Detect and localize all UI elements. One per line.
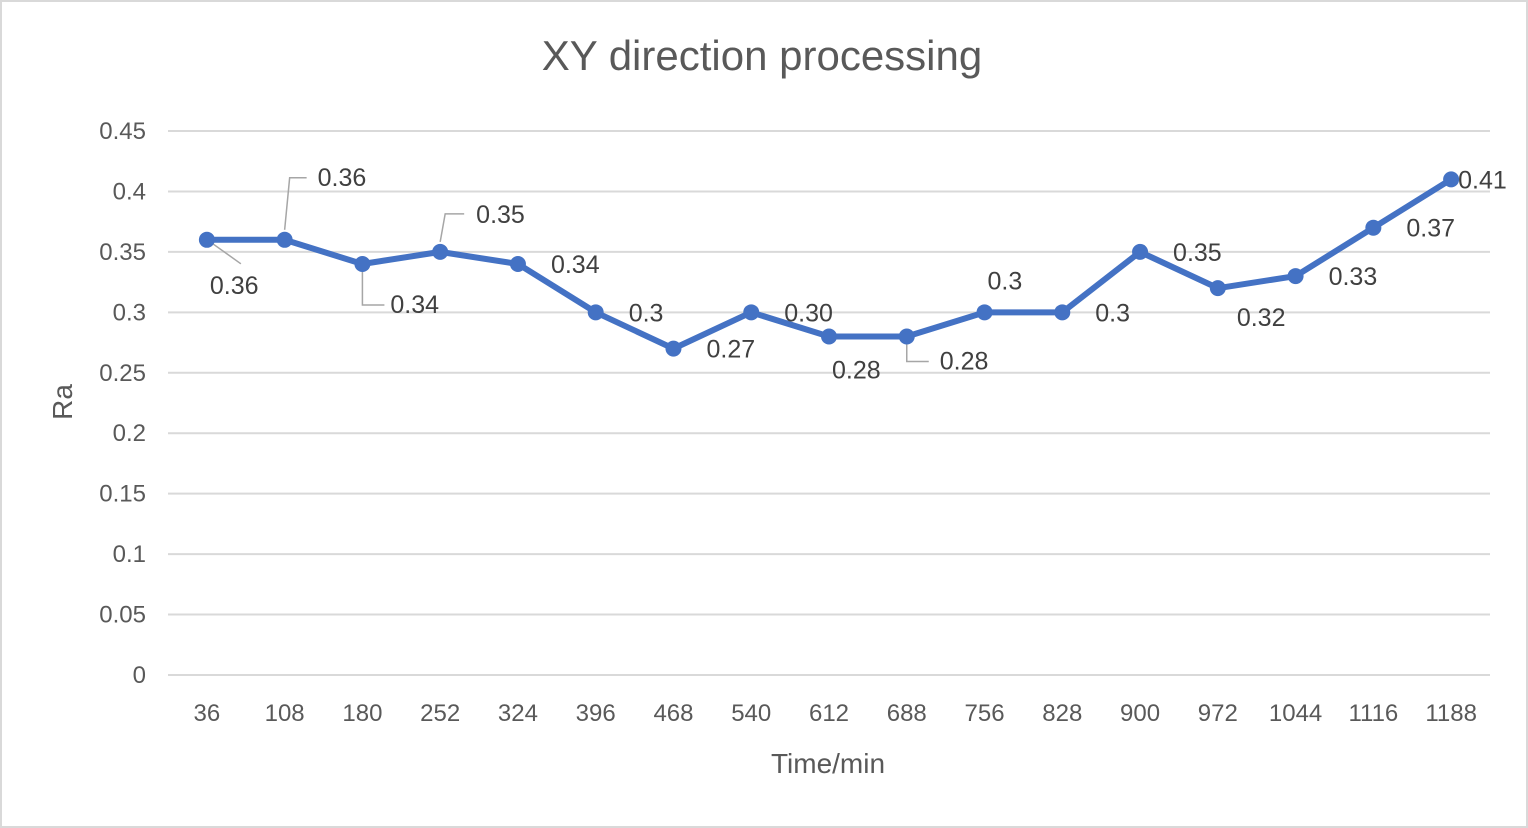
label-leaders (212, 177, 929, 363)
label-leader (361, 271, 385, 306)
data-point (587, 304, 604, 321)
x-tick-label: 900 (1120, 700, 1160, 727)
x-tick-label: 1044 (1269, 700, 1322, 727)
data-label: 0.28 (940, 348, 989, 376)
data-label: 0.3 (1095, 299, 1130, 327)
data-point (821, 328, 837, 345)
y-tick-label: 0 (133, 662, 146, 689)
data-label: 0.32 (1237, 304, 1286, 332)
x-tick-label: 972 (1198, 700, 1238, 727)
data-label: 0.35 (476, 201, 525, 229)
y-tick-label: 0.1 (113, 541, 146, 568)
y-tick-label: 0.3 (113, 299, 146, 326)
data-label: 0.34 (390, 291, 439, 319)
x-tick-label: 396 (576, 700, 616, 727)
data-label: 0.36 (318, 164, 367, 192)
y-tick-label: 0.45 (99, 118, 146, 145)
y-axis-ticks: 0 0.05 0.1 0.15 0.2 0.25 0.3 0.35 0.4 0.45 (99, 118, 146, 689)
x-tick-label: 1188 (1425, 700, 1477, 727)
data-label: 0.37 (1406, 215, 1455, 243)
data-point (1054, 304, 1071, 321)
data-point (1209, 280, 1226, 297)
y-tick-label: 0.2 (113, 420, 146, 447)
x-tick-label: 688 (887, 700, 927, 727)
x-tick-label: 252 (420, 700, 460, 727)
data-point (665, 340, 682, 357)
x-tick-label: 828 (1042, 700, 1082, 727)
data-point (432, 243, 449, 260)
x-tick-label: 540 (731, 700, 771, 727)
x-tick-label: 108 (265, 700, 305, 727)
data-label: 0.35 (1173, 239, 1222, 267)
data-label: 0.33 (1329, 263, 1378, 291)
data-label: 0.3 (629, 299, 664, 327)
x-tick-label: 612 (809, 700, 849, 727)
data-point (1365, 219, 1382, 236)
label-leader (283, 177, 307, 230)
y-tick-label: 0.25 (99, 360, 146, 387)
data-label: 0.36 (210, 272, 259, 300)
y-axis-label: Ra (47, 384, 78, 420)
data-label: 0.30 (784, 299, 833, 327)
data-point (976, 304, 993, 321)
data-label: 0.28 (832, 357, 881, 385)
data-point (276, 231, 293, 248)
x-tick-label: 468 (653, 700, 693, 727)
data-label: 0.27 (706, 336, 755, 364)
x-tick-label: 1116 (1348, 700, 1398, 727)
x-tick-label: 756 (965, 700, 1005, 727)
data-point (1287, 268, 1304, 285)
series-points (198, 171, 1460, 357)
y-tick-label: 0.4 (113, 178, 146, 205)
x-tick-label: 180 (342, 700, 382, 727)
data-point (509, 255, 526, 272)
data-labels: 0.36 0.36 0.34 0.35 0.34 0.3 0.27 0.30 0.28 0.28 0… (210, 164, 1507, 385)
data-label: 0.3 (988, 267, 1023, 295)
data-point (1443, 171, 1460, 188)
data-point (743, 304, 760, 321)
x-tick-label: 36 (194, 700, 221, 727)
x-tick-label: 324 (498, 700, 538, 727)
label-leader (906, 344, 929, 363)
y-tick-label: 0.05 (99, 602, 146, 629)
x-axis-ticks: 36 108 180 252 324 396 468 540 612 688 756 828 900 97… (194, 700, 1477, 727)
data-label: 0.34 (551, 251, 600, 279)
label-leader (439, 213, 465, 243)
label-leader (212, 243, 242, 265)
y-tick-label: 0.15 (99, 481, 146, 508)
data-point (198, 231, 215, 248)
data-point (354, 255, 371, 272)
chart-title: XY direction processing (542, 32, 982, 79)
data-point (1132, 243, 1149, 260)
data-point (898, 328, 915, 345)
gridlines (168, 130, 1490, 676)
x-axis-label: Time/min (771, 748, 885, 779)
y-tick-label: 0.35 (99, 239, 146, 266)
data-label: 0.41 (1458, 166, 1507, 194)
